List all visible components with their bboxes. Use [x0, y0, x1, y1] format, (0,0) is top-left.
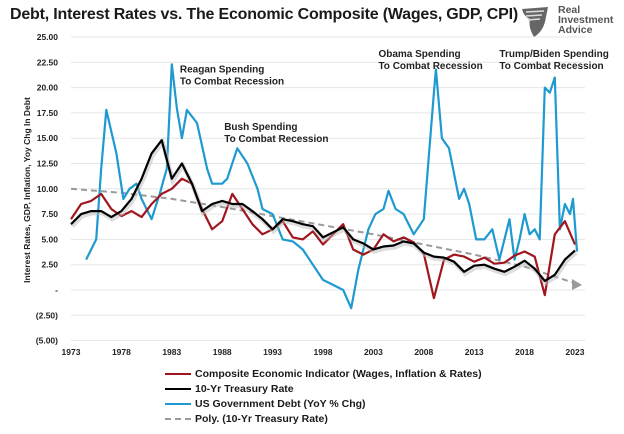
- x-tick-label: 1993: [263, 347, 282, 357]
- annotation: Bush Spending To Combat Recession: [224, 122, 328, 145]
- y-tick-label: 25.00: [37, 32, 59, 42]
- eagle-shield-icon: [522, 7, 548, 37]
- legend-item-poly: Poly. (10-Yr Treasury Rate): [165, 411, 482, 426]
- series-line-composite: [70, 177, 577, 300]
- y-tick-label: 22.50: [37, 57, 59, 67]
- legend-swatch: [165, 387, 191, 390]
- series-line-debt: [85, 63, 579, 310]
- series-shadow: [70, 137, 578, 286]
- legend-swatch: [165, 417, 191, 420]
- legend-label: 10-Yr Treasury Rate: [195, 382, 294, 395]
- x-tick-label: 1998: [314, 347, 333, 357]
- x-tick-label: 2018: [515, 347, 534, 357]
- legend-label: US Government Debt (YoY % Chg): [195, 397, 366, 410]
- legend-swatch: [165, 372, 191, 375]
- logo-line-2: Investment: [558, 14, 614, 26]
- x-tick-label: 2023: [566, 347, 585, 357]
- y-tick-label: 17.50: [37, 108, 59, 118]
- y-tick-label: -: [55, 285, 58, 295]
- series-line-treasury: [70, 139, 576, 282]
- annotation: Trump/Biden Spending To Combat Recession: [499, 49, 608, 72]
- legend-label: Poly. (10-Yr Treasury Rate): [195, 412, 328, 425]
- x-tick-label: 2013: [465, 347, 484, 357]
- logo-line-3: Advice: [558, 24, 593, 36]
- y-tick-label: 20.00: [37, 83, 59, 93]
- y-tick-label: (5.00): [36, 336, 58, 346]
- x-tick-label: 2003: [364, 347, 383, 357]
- x-tick-label: 1973: [62, 347, 81, 357]
- chart-legend: Composite Economic Indicator (Wages, Inf…: [165, 366, 482, 426]
- legend-item-treasury: 10-Yr Treasury Rate: [165, 381, 482, 396]
- legend-label: Composite Economic Indicator (Wages, Inf…: [195, 367, 482, 380]
- brand-logo: Real Investment Advice: [518, 3, 618, 41]
- annotation: Obama Spending To Combat Recession: [378, 49, 482, 72]
- y-axis-label: Interest Rates, GDP, Inflation, Yoy Chg …: [22, 97, 32, 283]
- x-tick-label: 2008: [414, 347, 433, 357]
- y-tick-label: (2.50): [36, 310, 58, 320]
- x-tick-label: 1983: [162, 347, 181, 357]
- y-tick-label: 10.00: [37, 184, 59, 194]
- logo-line-1: Real: [558, 4, 581, 16]
- trend-arrowhead: [572, 278, 583, 290]
- y-tick-label: 12.50: [37, 159, 59, 169]
- annotation: Reagan Spending To Combat Recession: [180, 64, 284, 87]
- y-tick-label: 2.50: [41, 260, 58, 270]
- y-tick-label: 5.00: [41, 234, 58, 244]
- legend-item-debt: US Government Debt (YoY % Chg): [165, 396, 482, 411]
- legend-swatch: [165, 402, 191, 405]
- legend-item-composite: Composite Economic Indicator (Wages, Inf…: [165, 366, 482, 381]
- y-tick-label: 7.50: [41, 209, 58, 219]
- y-tick-label: 15.00: [37, 133, 59, 143]
- series-line-poly: [70, 187, 581, 286]
- x-tick-label: 1988: [213, 347, 232, 357]
- chart-title: Debt, Interest Rates vs. The Economic Co…: [10, 6, 519, 23]
- x-tick-label: 1978: [112, 347, 131, 357]
